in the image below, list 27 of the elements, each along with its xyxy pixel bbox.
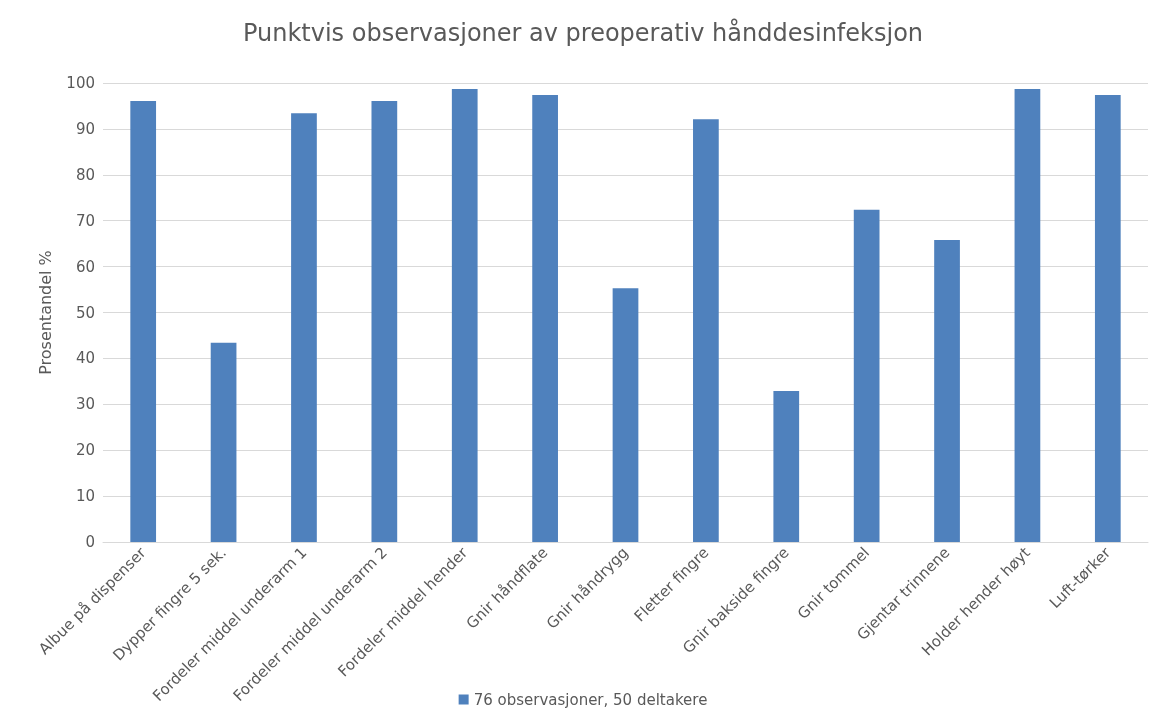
y-tick-label: 60 [75,257,95,276]
bar [532,94,558,542]
y-tick-label: 40 [75,349,95,368]
bar [612,288,639,542]
legend-label: 76 observasjoner, 50 deltakere [473,690,708,709]
bar [693,119,719,542]
y-tick-label: 0 [85,533,95,551]
bar [773,390,800,542]
y-tick-label: 50 [75,303,95,322]
bar [934,239,960,542]
y-tick-label: 80 [75,165,95,184]
bar [291,113,317,542]
y-tick-label: 70 [75,211,95,230]
bar [1094,94,1121,542]
bar [1014,88,1041,542]
y-tick-label: 20 [75,441,95,460]
bar [853,209,880,542]
bar [371,100,398,542]
y-axis-title: Prosentandel % [35,250,55,375]
chart-title: Punktvis observasjoner av preoperativ hånddesinfeksjon [242,18,924,47]
bar [210,342,237,542]
bar [130,100,157,542]
y-tick-label: 100 [66,74,95,92]
y-tick-label: 30 [75,395,95,414]
bar [451,88,478,542]
y-tick-label: 10 [75,487,95,506]
y-tick-label: 90 [75,119,95,138]
